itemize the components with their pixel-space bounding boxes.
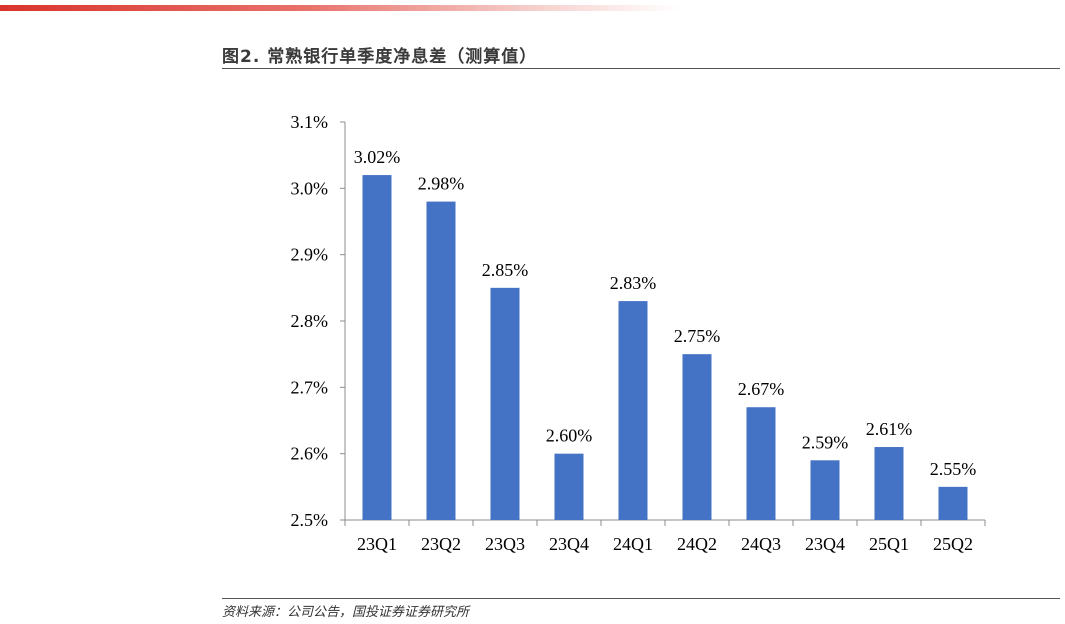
x-tick-label: 23Q2 [421,534,461,554]
source-divider [222,598,1060,599]
header-accent-bar [0,5,680,11]
y-tick-label: 3.1% [291,112,329,132]
x-tick-label: 25Q1 [869,534,909,554]
bar-23q4 [810,460,840,520]
data-label: 2.59% [802,432,849,452]
x-tick-label: 23Q1 [357,534,397,554]
bar-23q3 [490,287,520,520]
data-labels: 3.02% 2.98% 2.85% 2.60% 2.83% 2.75% 2.67% 2.59%… [354,147,977,479]
x-tick-label: 24Q2 [677,534,717,554]
bar-25q2 [938,486,968,520]
y-tick-label: 2.9% [291,245,329,265]
data-label: 3.02% [354,147,401,167]
y-tick-label: 2.8% [291,311,329,331]
x-tick-label: 24Q3 [741,534,781,554]
data-label: 2.55% [930,459,977,479]
source-note: 资料来源：公司公告，国投证券证券研究所 [222,605,470,620]
y-tick-label: 2.5% [291,510,329,530]
bar-23q2 [426,201,456,520]
y-tick-label: 2.7% [291,377,329,397]
x-axis: 23Q1 23Q2 23Q3 23Q4 24Q1 24Q2 24Q3 23Q4 25Q1 25Q2 [344,519,986,554]
bar-24q3 [746,407,776,520]
data-label: 2.60% [546,426,593,446]
y-axis: 2.5% 2.6% 2.7% 2.8% 2.9% 3.0% 3.1% [291,112,346,530]
x-tick-label: 23Q4 [805,534,845,554]
figure-title: 图2. 常熟银行单季度净息差（测算值） [222,47,538,67]
x-tick-label: 23Q3 [485,534,525,554]
data-label: 2.83% [610,273,657,293]
data-label: 2.61% [866,419,913,439]
y-tick-label: 2.6% [291,444,329,464]
y-tick-label: 3.0% [291,178,329,198]
title-divider [222,68,1060,69]
data-label: 2.75% [674,326,721,346]
data-label: 2.98% [418,174,465,194]
bar-24q1 [618,301,648,520]
bar-25q1 [874,447,904,520]
bar-24q2 [682,354,712,520]
data-label: 2.85% [482,260,529,280]
bar-23q4 [554,453,584,520]
x-tick-label: 24Q1 [613,534,653,554]
data-label: 2.67% [738,379,785,399]
x-tick-label: 25Q2 [933,534,973,554]
bars [362,175,968,521]
x-tick-label: 23Q4 [549,534,589,554]
bar-23q1 [362,175,392,521]
